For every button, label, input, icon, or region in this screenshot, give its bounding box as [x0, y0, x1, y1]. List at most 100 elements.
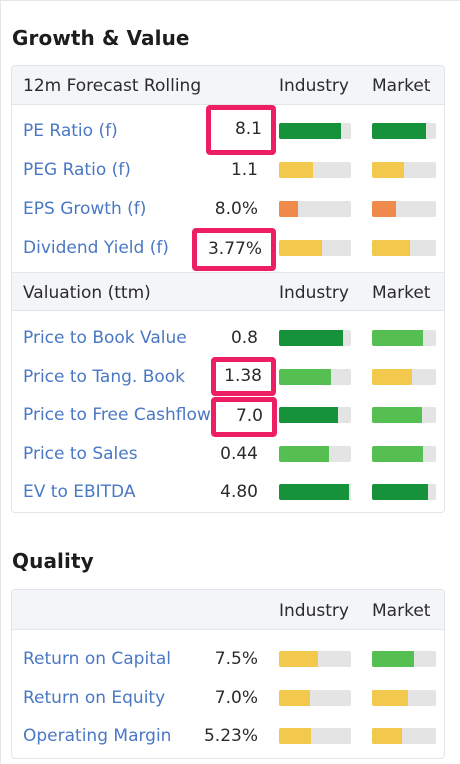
metric-value-eps-growth-f: 8.0% — [214, 199, 258, 219]
metric-link-operating-margin[interactable]: Operating Margin — [23, 726, 172, 746]
metric-value-return-on-equity: 7.0% — [214, 687, 258, 708]
industry-bar-fill — [279, 407, 339, 423]
industry-bar-fill — [279, 445, 330, 462]
metric-link-ev-to-ebitda[interactable]: EV to EBITDA — [23, 482, 136, 502]
metric-row-price-to-sales: Price to Sales 0.44 — [12, 435, 444, 473]
metric-row-return-on-equity: Return on Equity 7.0% — [12, 679, 444, 717]
highlight-box: 8.1 — [206, 105, 276, 155]
metric-value-return-on-capital: 7.5% — [214, 649, 258, 669]
metric-row-pe-ratio-f: PE Ratio (f) 8.1 — [12, 112, 444, 150]
market-bar-fill — [372, 689, 408, 706]
metric-value-peg-ratio-f: 1.1 — [230, 160, 258, 180]
growth-value-panel: 12m Forecast Rolling Industry Market PE … — [11, 65, 445, 513]
market-bar-pe-ratio-f — [372, 123, 436, 139]
valuation-header-industry: Industry — [279, 283, 349, 303]
industry-bar-return-on-capital — [279, 651, 351, 667]
metric-link-peg-ratio-f[interactable]: PEG Ratio (f) — [23, 160, 131, 180]
metric-link-return-on-equity[interactable]: Return on Equity — [23, 687, 166, 708]
market-bar-price-to-free-cashflow — [372, 407, 436, 423]
metric-row-dividend-yield-f: Dividend Yield (f) 3.77% — [12, 229, 444, 267]
market-bar-fill — [372, 123, 426, 139]
forecast-header-market: Market — [372, 76, 431, 96]
highlighted-value: 1.38 — [224, 365, 262, 386]
market-bar-fill — [372, 484, 429, 500]
metric-row-price-to-tang-book: Price to Tang. Book 1.38 — [12, 358, 444, 396]
industry-bar-dividend-yield-f — [279, 240, 351, 256]
industry-bar-fill — [279, 123, 341, 139]
highlighted-value: 3.77% — [207, 238, 262, 259]
metric-row-operating-margin: Operating Margin 5.23% — [12, 717, 444, 755]
highlight-box: 7.0 — [211, 397, 277, 437]
industry-bar-fill — [279, 201, 298, 217]
metric-link-return-on-capital[interactable]: Return on Capital — [23, 649, 172, 669]
industry-bar-fill — [279, 368, 331, 385]
quality-title: Quality — [12, 549, 94, 573]
growth-value-title: Growth & Value — [12, 26, 190, 50]
quality-header-market: Market — [372, 601, 431, 621]
metric-link-price-to-sales[interactable]: Price to Sales — [23, 443, 138, 464]
industry-bar-fill — [279, 240, 323, 256]
industry-bar-price-to-book-value — [279, 330, 351, 346]
industry-bar-fill — [279, 728, 311, 744]
market-bar-fill — [372, 728, 403, 744]
industry-bar-pe-ratio-f — [279, 123, 351, 139]
metric-row-price-to-free-cashflow: Price to Free Cashflow 7.0 — [12, 396, 444, 434]
market-bar-fill — [372, 445, 424, 462]
industry-bar-return-on-equity — [279, 689, 351, 706]
market-bar-price-to-sales — [372, 445, 436, 462]
industry-bar-price-to-free-cashflow — [279, 407, 351, 423]
quality-header-row: Industry Market — [12, 590, 444, 630]
industry-bar-price-to-sales — [279, 445, 351, 462]
metric-link-price-to-book-value[interactable]: Price to Book Value — [23, 328, 187, 348]
metric-link-dividend-yield-f[interactable]: Dividend Yield (f) — [23, 238, 169, 258]
metric-link-eps-growth-f[interactable]: EPS Growth (f) — [23, 199, 147, 219]
market-bar-dividend-yield-f — [372, 240, 436, 256]
forecast-header-industry: Industry — [279, 76, 349, 96]
market-bar-price-to-tang-book — [372, 368, 436, 385]
market-bar-eps-growth-f — [372, 201, 436, 217]
quality-panel: Industry Market Return on Capital 7.5% Ret… — [11, 589, 445, 759]
market-bar-fill — [372, 330, 424, 346]
valuation-header-row: Valuation (ttm) Industry Market — [12, 272, 444, 311]
metric-value-price-to-book-value: 0.8 — [230, 328, 258, 348]
market-bar-fill — [372, 162, 404, 178]
industry-bar-operating-margin — [279, 728, 351, 744]
market-bar-fill — [372, 651, 415, 667]
industry-bar-fill — [279, 330, 344, 346]
market-bar-fill — [372, 201, 397, 217]
industry-bar-fill — [279, 651, 318, 667]
metric-row-return-on-capital: Return on Capital 7.5% — [12, 640, 444, 678]
market-bar-fill — [372, 407, 422, 423]
metric-value-operating-margin: 5.23% — [203, 726, 258, 746]
highlight-box: 3.77% — [192, 228, 276, 271]
forecast-header-label: 12m Forecast Rolling — [23, 76, 202, 96]
valuation-header-label: Valuation (ttm) — [23, 283, 151, 303]
industry-bar-price-to-tang-book — [279, 368, 351, 385]
metric-row-peg-ratio-f: PEG Ratio (f) 1.1 — [12, 151, 444, 189]
highlighted-value: 7.0 — [235, 406, 263, 426]
highlighted-value: 8.1 — [234, 119, 262, 139]
market-bar-return-on-equity — [372, 689, 436, 706]
forecast-header-row: 12m Forecast Rolling Industry Market — [12, 66, 444, 105]
industry-bar-eps-growth-f — [279, 201, 351, 217]
market-bar-return-on-capital — [372, 651, 436, 667]
market-bar-fill — [372, 240, 410, 256]
market-bar-fill — [372, 368, 412, 385]
metric-value-price-to-sales: 0.44 — [220, 443, 258, 464]
industry-bar-fill — [279, 689, 310, 706]
highlight-box: 1.38 — [211, 357, 276, 396]
metric-row-price-to-book-value: Price to Book Value 0.8 — [12, 319, 444, 357]
market-bar-operating-margin — [372, 728, 436, 744]
metric-row-eps-growth-f: EPS Growth (f) 8.0% — [12, 190, 444, 228]
valuation-header-market: Market — [372, 283, 431, 303]
metric-row-ev-to-ebitda: EV to EBITDA 4.80 — [12, 473, 444, 511]
industry-bar-fill — [279, 162, 313, 178]
industry-bar-ev-to-ebitda — [279, 484, 351, 500]
metric-link-pe-ratio-f[interactable]: PE Ratio (f) — [23, 121, 118, 141]
quality-header-industry: Industry — [279, 601, 349, 621]
metric-link-price-to-tang-book[interactable]: Price to Tang. Book — [23, 366, 186, 387]
metric-value-ev-to-ebitda: 4.80 — [220, 482, 258, 502]
industry-bar-peg-ratio-f — [279, 162, 351, 178]
market-bar-price-to-book-value — [372, 330, 436, 346]
metric-link-price-to-free-cashflow[interactable]: Price to Free Cashflow — [23, 405, 211, 425]
